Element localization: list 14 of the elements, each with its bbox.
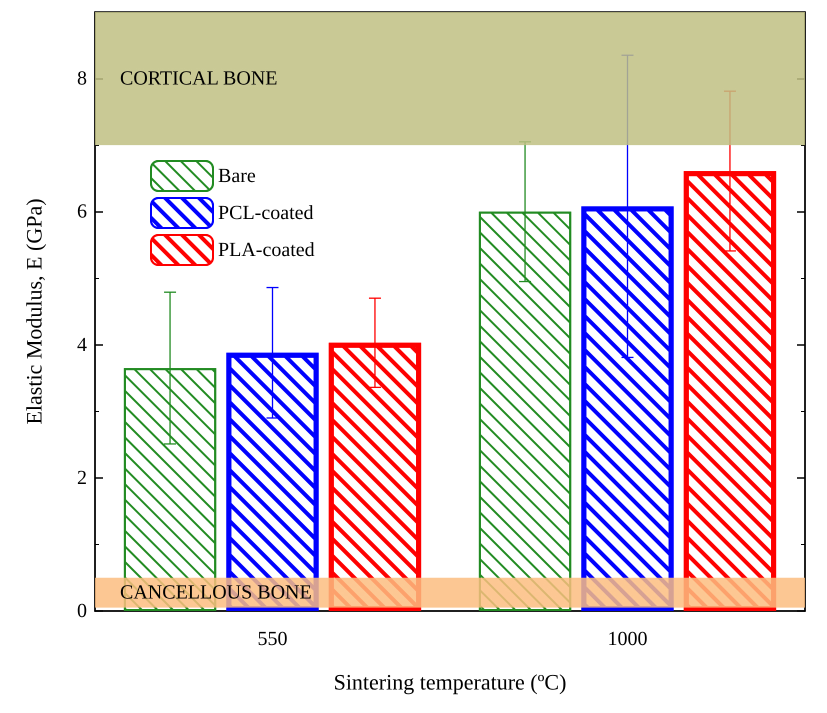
y-tick-label: 8: [77, 68, 87, 90]
y-tick-label: 4: [77, 334, 87, 356]
x-tick-label: 550: [258, 628, 288, 650]
legend-label: PLA-coated: [218, 239, 315, 261]
y-tick-label: 2: [77, 466, 87, 489]
y-axis-title: Elastic Modulus, E (GPa): [22, 198, 46, 425]
x-axis-title: Sintering temperature (ºC): [334, 670, 566, 694]
y-tick-label: 0: [77, 600, 87, 622]
legend-label: Bare: [218, 165, 256, 187]
band-label: CORTICAL BONE: [120, 68, 278, 90]
legend-label: PCL-coated: [218, 202, 314, 224]
y-tick-label: 6: [77, 200, 87, 223]
band-label: CANCELLOUS BONE: [120, 582, 312, 604]
x-tick-label: 1000: [608, 628, 648, 650]
